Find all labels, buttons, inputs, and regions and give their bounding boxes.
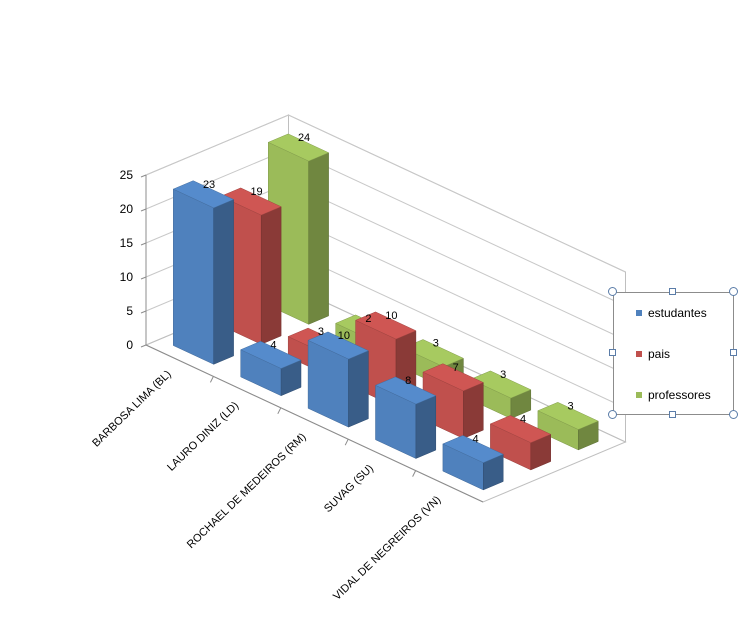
category-label: VIDAL DE NEGREIROS (VN)	[331, 494, 443, 603]
bar-estudantes-4	[374, 376, 437, 459]
bar-top-face	[402, 339, 465, 367]
category-label: SUVAG (SU)	[322, 462, 376, 515]
bar-side-face	[260, 206, 282, 345]
legend-swatch	[636, 392, 642, 398]
bar-side-face	[415, 395, 437, 459]
z-tick	[140, 276, 147, 280]
x-tick	[344, 438, 349, 446]
bar-top-face	[442, 435, 504, 463]
bar-top-face	[489, 415, 552, 443]
resize-handle-top-left[interactable]	[608, 287, 617, 296]
bar-series	[172, 133, 599, 491]
legend-item-professores[interactable]: professores	[636, 388, 711, 402]
legend-item-estudantes[interactable]: estudantes	[636, 306, 707, 320]
bar-estudantes-5	[442, 435, 504, 491]
z-tick	[140, 310, 147, 314]
bar-side-face	[308, 152, 329, 325]
bar-side-face	[348, 350, 369, 428]
resize-handle-left[interactable]	[609, 349, 616, 356]
resize-handle-bottom-left[interactable]	[608, 410, 617, 419]
resize-handle-bottom[interactable]	[669, 411, 676, 418]
resize-handle-top-right[interactable]	[729, 287, 738, 296]
data-label: 3	[318, 326, 324, 338]
bar-pais-5	[489, 415, 552, 471]
bar-estudantes-3	[307, 331, 370, 428]
data-label: 19	[250, 186, 262, 198]
resize-handle-bottom-right[interactable]	[729, 410, 738, 419]
z-tick-label: 10	[120, 270, 134, 284]
z-tick	[140, 174, 147, 178]
resize-handle-right[interactable]	[730, 349, 737, 356]
legend[interactable]: estudantes pais professores	[613, 292, 734, 415]
z-tick-label: 25	[120, 168, 134, 182]
x-axis-line	[145, 344, 484, 503]
bar-side-face	[463, 382, 484, 439]
bar-estudantes-2	[240, 341, 302, 397]
x-tick	[209, 376, 214, 383]
z-tick	[140, 344, 147, 348]
x-tick	[412, 470, 417, 477]
bar-top-face	[267, 133, 330, 162]
data-label: 8	[405, 375, 411, 387]
bar-top-face	[469, 370, 532, 399]
data-label: 3	[500, 369, 506, 381]
resize-handle-top[interactable]	[669, 288, 676, 295]
legend-label: pais	[648, 347, 671, 361]
x-tick	[277, 407, 282, 415]
bar-top-face	[537, 402, 599, 430]
z-axis-ticks: 0 5 10 15 20 25	[120, 168, 147, 352]
data-label: 7	[453, 362, 459, 374]
data-label: 4	[473, 434, 479, 446]
z-tick-label: 0	[126, 338, 133, 352]
gridline	[145, 114, 626, 273]
bar-estudantes-1	[172, 180, 235, 365]
data-label: 2	[365, 313, 371, 325]
bar-top-face	[220, 187, 282, 216]
data-label: 4	[270, 339, 276, 351]
data-label: 10	[338, 330, 350, 342]
legend-item-pais[interactable]: pais	[636, 347, 670, 361]
bar-professores-5	[537, 402, 599, 451]
z-tick-label: 5	[126, 304, 133, 318]
bar-top-face	[354, 311, 417, 340]
legend-swatch	[636, 351, 642, 357]
z-tick	[140, 208, 147, 212]
data-label: 23	[203, 179, 215, 191]
bar-top-face	[307, 331, 370, 360]
bar-top-face	[172, 180, 235, 209]
data-label: 4	[520, 414, 526, 426]
legend-label: professores	[648, 388, 711, 402]
legend-label: estudantes	[648, 306, 707, 320]
data-label: 24	[298, 132, 310, 144]
z-tick	[140, 242, 147, 246]
category-label: LAURO DINIZ (LD)	[165, 400, 241, 474]
legend-swatch	[636, 310, 642, 316]
data-label: 3	[433, 338, 439, 350]
category-label: ROCHAEL DE MEDEIROS (RM)	[185, 431, 309, 551]
data-label: 3	[568, 400, 574, 412]
bar-front-face	[173, 188, 214, 365]
bar-top-face	[240, 341, 302, 369]
z-tick-label: 15	[120, 236, 134, 250]
category-label: BARBOSA LIMA (BL)	[90, 368, 174, 449]
data-label: 10	[385, 310, 397, 322]
bar-side-face	[213, 199, 234, 365]
z-tick-label: 20	[120, 202, 134, 216]
bar-top-face	[374, 376, 437, 405]
bar-top-face	[422, 363, 484, 392]
